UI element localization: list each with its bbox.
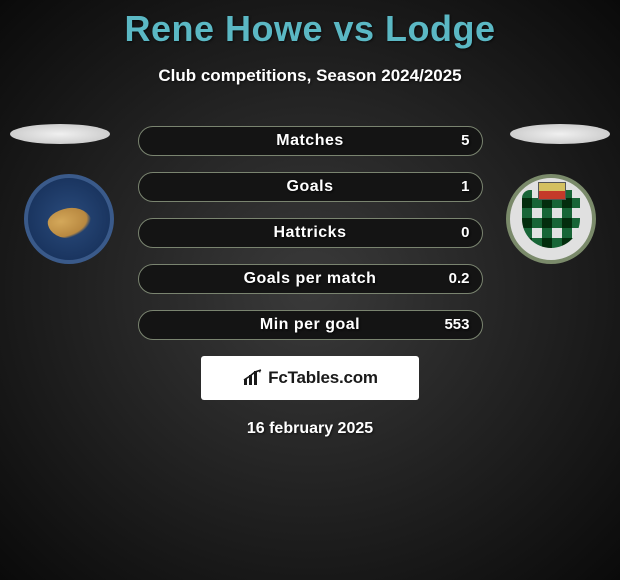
stat-label: Goals per match [139, 265, 482, 293]
stat-label: Goals [139, 173, 482, 201]
club-badge-right [506, 174, 596, 264]
brand-label: FcTables.com [268, 368, 378, 388]
comparison-title: Rene Howe vs Lodge [0, 0, 620, 50]
stat-row: Goals per match 0.2 [138, 264, 483, 294]
stat-label: Hattricks [139, 219, 482, 247]
club-badge-left [24, 174, 114, 264]
stat-rows: Matches 5 Goals 1 Hattricks 0 Goals per … [138, 126, 483, 340]
stat-value-right: 0.2 [449, 265, 470, 293]
stat-row: Matches 5 [138, 126, 483, 156]
stat-row: Goals 1 [138, 172, 483, 202]
stat-row: Hattricks 0 [138, 218, 483, 248]
stat-value-right: 553 [444, 311, 469, 339]
stat-value-right: 0 [461, 219, 469, 247]
comparison-date: 16 february 2025 [0, 420, 620, 438]
player-photo-left [10, 124, 110, 144]
stat-label: Min per goal [139, 311, 482, 339]
stat-label: Matches [139, 127, 482, 155]
stat-value-right: 1 [461, 173, 469, 201]
stat-row: Min per goal 553 [138, 310, 483, 340]
stat-value-right: 5 [461, 127, 469, 155]
player-photo-right [510, 124, 610, 144]
stats-area: Matches 5 Goals 1 Hattricks 0 Goals per … [0, 126, 620, 340]
bar-chart-icon [242, 369, 264, 387]
brand-box: FcTables.com [201, 356, 419, 400]
comparison-subtitle: Club competitions, Season 2024/2025 [0, 66, 620, 86]
